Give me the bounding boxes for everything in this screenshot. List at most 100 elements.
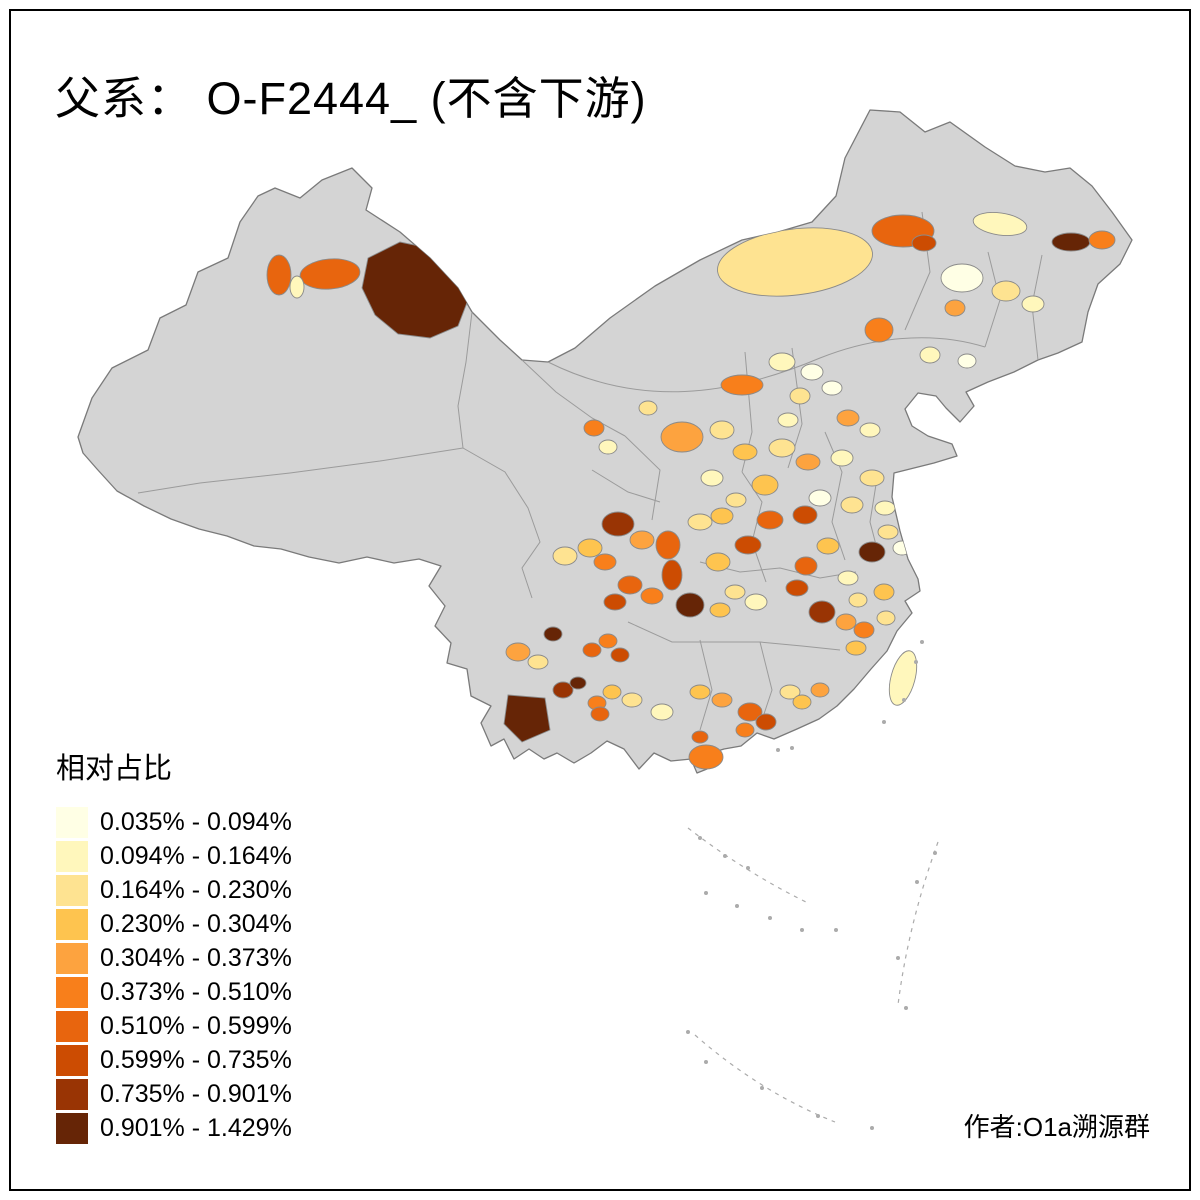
hainan-region [688, 744, 724, 770]
map-region [503, 694, 551, 743]
map-region [709, 602, 731, 618]
legend-swatch [56, 1078, 88, 1110]
legend-swatch [56, 908, 88, 940]
islet-dot [704, 891, 708, 895]
map-region [972, 212, 1028, 236]
legend-label: 0.735% - 0.901% [100, 1079, 292, 1108]
map-region [853, 621, 875, 639]
legend-label: 0.035% - 0.094% [100, 807, 292, 836]
legend-item: 0.035% - 0.094% [56, 805, 292, 839]
legend-item: 0.599% - 0.735% [56, 1043, 292, 1077]
map-region [610, 647, 630, 663]
islet-dot [834, 928, 838, 932]
map-region [777, 412, 799, 428]
islet-dot [870, 1126, 874, 1130]
map-region [940, 263, 984, 293]
map-region [789, 387, 811, 405]
map-region [877, 524, 899, 540]
map-region [873, 583, 895, 601]
map-region [836, 409, 860, 427]
legend-label: 0.373% - 0.510% [100, 977, 292, 1006]
legend-label: 0.901% - 1.429% [100, 1113, 292, 1142]
islet-dot [914, 660, 918, 664]
map-region [675, 592, 705, 618]
map-region [725, 492, 747, 508]
islet-dot [776, 748, 780, 752]
legend-swatch [56, 1010, 88, 1042]
map-region [768, 352, 796, 372]
map-region [602, 684, 622, 700]
map-region [734, 535, 762, 555]
attribution: 作者:O1a溯源群 [963, 1112, 1150, 1142]
legend-label: 0.164% - 0.230% [100, 875, 292, 904]
map-region [709, 420, 735, 440]
map-region [720, 374, 764, 396]
islet-dot [768, 916, 772, 920]
map-region [840, 496, 864, 514]
map-region [691, 730, 709, 744]
map-region [874, 500, 896, 516]
map-region [792, 694, 812, 710]
map-region [957, 353, 977, 369]
map-region [859, 422, 881, 438]
map-region [552, 681, 574, 699]
islet-dot [904, 1006, 908, 1010]
islet-dot [920, 640, 924, 644]
map-region [710, 507, 734, 525]
map-region [919, 346, 941, 364]
map-region [735, 722, 755, 738]
map-region [593, 553, 617, 571]
islet-dot [760, 1086, 764, 1090]
map-region [689, 684, 711, 700]
map-region [582, 642, 602, 658]
map-region [991, 280, 1021, 302]
map-region [590, 706, 610, 722]
map-region [845, 640, 867, 656]
map-region [755, 713, 777, 731]
map-region [876, 610, 896, 626]
map-region [816, 537, 840, 555]
islet-dot [698, 836, 702, 840]
legend-label: 0.304% - 0.373% [100, 943, 292, 972]
map-region [808, 489, 832, 507]
taiwan-region [888, 650, 918, 706]
map-region [603, 593, 627, 611]
map-region [598, 439, 618, 455]
map-region [835, 613, 857, 631]
map-region [621, 692, 643, 708]
legend-label: 0.094% - 0.164% [100, 841, 292, 870]
map-region [808, 600, 836, 624]
map-region [505, 642, 531, 662]
map-region [779, 684, 801, 700]
map-region [598, 633, 618, 649]
map-region [638, 400, 658, 416]
map-region [717, 227, 873, 297]
map-region [864, 317, 894, 343]
map-region [655, 530, 681, 560]
map-region [640, 587, 664, 605]
map-region [1021, 295, 1045, 313]
islet-dot [915, 880, 919, 884]
map-region [266, 254, 292, 296]
legend-swatch [56, 1112, 88, 1144]
choropleth-regions [266, 212, 1116, 744]
legend-swatch [56, 1044, 88, 1076]
island-group-outlines [687, 827, 939, 1123]
map-region [732, 443, 758, 461]
map-region [859, 469, 885, 487]
map-region [794, 556, 818, 576]
legend-item: 0.735% - 0.901% [56, 1077, 292, 1111]
legend-label: 0.599% - 0.735% [100, 1045, 292, 1074]
legend-item: 0.304% - 0.373% [56, 941, 292, 975]
map-region [583, 419, 605, 437]
map-region [724, 584, 746, 600]
islet-dot [902, 698, 906, 702]
figure-title: 父系： O-F2444_ (不含下游) [55, 73, 647, 124]
map-region [785, 579, 809, 597]
map-region [944, 299, 966, 317]
map-region [543, 626, 563, 642]
map-region [601, 511, 635, 537]
map-region [711, 692, 733, 708]
